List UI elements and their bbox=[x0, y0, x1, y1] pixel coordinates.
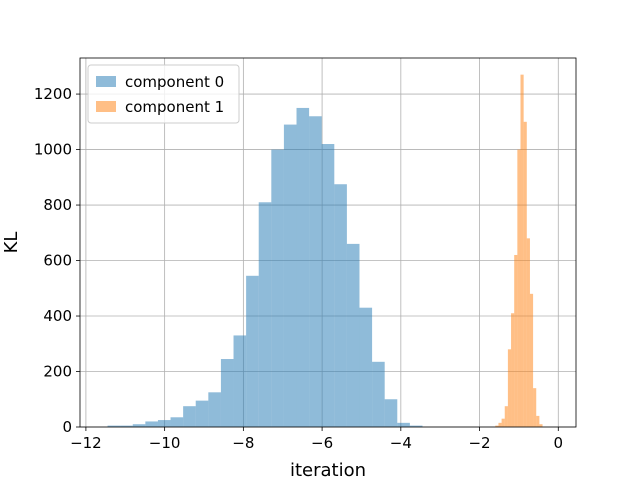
histogram-bar bbox=[145, 421, 158, 427]
histogram-bar bbox=[132, 424, 146, 427]
x-tick-label: −4 bbox=[390, 434, 412, 452]
x-tick-label: −6 bbox=[311, 434, 333, 452]
histogram-bar bbox=[233, 335, 247, 427]
histogram-bar bbox=[309, 116, 322, 428]
histogram-bar bbox=[384, 399, 398, 427]
y-tick-label: 1200 bbox=[34, 85, 72, 103]
histogram-bar bbox=[529, 293, 534, 427]
x-tick-label: −2 bbox=[468, 434, 490, 452]
histogram-bar bbox=[397, 422, 410, 427]
histogram-bar bbox=[511, 313, 515, 427]
histogram-bar bbox=[372, 361, 385, 427]
histogram-bar bbox=[507, 349, 512, 427]
histogram-bar bbox=[195, 400, 209, 427]
histogram-bar bbox=[157, 420, 171, 427]
plot-frame bbox=[79, 57, 577, 428]
x-tick-label: −8 bbox=[232, 434, 254, 452]
histogram-bar bbox=[321, 144, 335, 428]
histogram-bar bbox=[359, 307, 373, 427]
legend-entry-label: component 0 bbox=[125, 73, 224, 91]
histogram-bar bbox=[246, 275, 259, 427]
histogram-bar bbox=[283, 124, 297, 428]
x-tick-label: −12 bbox=[70, 434, 102, 452]
histogram-bar bbox=[409, 425, 423, 427]
histogram-bar bbox=[539, 424, 543, 427]
series-0-bars bbox=[107, 107, 423, 428]
legend-swatch bbox=[96, 76, 116, 87]
histogram-bar bbox=[183, 406, 196, 427]
legend-swatch bbox=[96, 101, 116, 112]
histogram-bar bbox=[258, 202, 272, 427]
histogram-bar bbox=[220, 359, 234, 427]
legend: component 0 component 1 bbox=[87, 64, 240, 124]
histogram-bars bbox=[107, 74, 543, 428]
y-tick-label: 0 bbox=[62, 418, 72, 436]
y-tick-label: 1000 bbox=[34, 141, 72, 159]
y-axis-label: KL bbox=[1, 232, 22, 254]
histogram-bar bbox=[170, 417, 184, 427]
x-tick-label: −10 bbox=[149, 434, 181, 452]
histogram-bar bbox=[495, 425, 499, 427]
series-1-bars bbox=[495, 74, 543, 428]
y-tick-label: 400 bbox=[43, 307, 72, 325]
histogram-bar bbox=[533, 388, 537, 427]
legend-entry-label: component 1 bbox=[125, 98, 224, 116]
histogram-bar bbox=[536, 415, 540, 427]
histogram-bar bbox=[501, 418, 505, 427]
x-axis-label: iteration bbox=[290, 460, 366, 480]
y-axis-ticks: 0 200 400 600 800 1000 1200 bbox=[34, 85, 80, 436]
y-tick-label: 200 bbox=[43, 363, 72, 381]
y-tick-label: 600 bbox=[43, 252, 72, 270]
histogram-bar bbox=[514, 254, 518, 427]
histogram-bar bbox=[346, 243, 360, 427]
histogram-bar bbox=[120, 425, 133, 427]
histogram-bar bbox=[334, 184, 347, 427]
y-tick-label: 800 bbox=[43, 196, 72, 214]
histogram-bar bbox=[208, 392, 221, 427]
histogram-bar bbox=[296, 107, 310, 427]
histogram-bar bbox=[504, 406, 508, 427]
histogram-bar bbox=[517, 149, 521, 427]
histogram-bar bbox=[526, 238, 530, 427]
legend-box bbox=[87, 64, 240, 124]
x-axis-ticks: −12 −10 −8 −6 −4 −2 0 bbox=[70, 427, 563, 452]
histogram-bar bbox=[498, 422, 502, 427]
histogram-bar bbox=[107, 425, 121, 427]
histogram-bar bbox=[523, 121, 527, 428]
histogram-bar bbox=[271, 149, 284, 427]
x-tick-label: 0 bbox=[554, 434, 564, 452]
histogram-bar bbox=[520, 74, 524, 428]
